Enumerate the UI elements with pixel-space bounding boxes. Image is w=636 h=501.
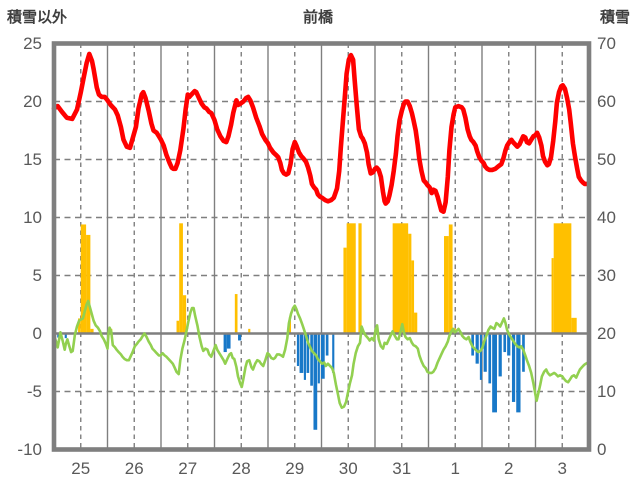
orange-bar <box>551 258 554 334</box>
orange-bar <box>86 234 91 334</box>
x-axis-day-label: 31 <box>392 459 412 478</box>
right-axis-tick-label: 10 <box>597 381 616 401</box>
orange-bar <box>553 223 572 334</box>
orange-bar <box>392 223 409 334</box>
orange-bar <box>444 236 449 334</box>
blue-bar <box>488 333 492 384</box>
blue-bar <box>479 333 482 380</box>
blue-bar <box>511 333 516 402</box>
blue-bar <box>296 333 300 366</box>
blue-bar <box>310 333 313 386</box>
blue-bar <box>483 333 487 372</box>
left-axis-title: 積雪以外 <box>7 9 68 26</box>
blue-bar <box>332 333 335 373</box>
orange-bar <box>90 328 94 334</box>
blue-bar <box>313 333 318 430</box>
blue-bar <box>507 333 511 356</box>
blue-bar <box>238 333 242 341</box>
blue-bar <box>57 333 60 338</box>
orange-bar <box>179 223 183 334</box>
orange-bar <box>80 224 87 334</box>
left-axis-tick-label: -10 <box>17 439 42 459</box>
x-axis-day-label: 27 <box>178 459 198 478</box>
orange-bar <box>234 294 238 334</box>
blue-bar <box>226 333 231 349</box>
right-axis-tick-label: 40 <box>597 207 616 227</box>
orange-bar <box>78 318 81 334</box>
chart-title: 前橋 <box>302 9 334 26</box>
right-axis-tick-label: 70 <box>597 33 616 53</box>
right-axis-tick-label: 20 <box>597 323 616 343</box>
blue-bar <box>64 333 67 339</box>
x-axis-day-label: 2 <box>504 459 514 478</box>
x-axis-day-label: 25 <box>71 459 91 478</box>
orange-bar <box>408 233 412 334</box>
x-axis-day-label: 3 <box>557 459 567 478</box>
orange-bar <box>411 260 415 334</box>
blue-bar <box>223 333 227 353</box>
blue-bar <box>306 333 310 373</box>
orange-bar <box>176 320 180 334</box>
left-axis-tick-label: 20 <box>23 91 42 111</box>
blue-bar <box>492 333 497 413</box>
green-line <box>52 299 590 409</box>
orange-bar <box>448 224 453 334</box>
left-axis-tick-label: 5 <box>32 265 42 285</box>
right-axis-tick-label: 0 <box>597 439 607 459</box>
left-axis-tick-label: 0 <box>32 323 42 343</box>
orange-bar <box>182 295 187 334</box>
left-axis-tick-label: 25 <box>23 33 42 53</box>
orange-bar <box>414 312 418 334</box>
x-axis-day-label: 26 <box>124 459 144 478</box>
blue-bar <box>475 333 479 364</box>
blue-bar <box>498 333 502 377</box>
blue-bar <box>303 333 306 380</box>
orange-bar <box>358 223 362 334</box>
blue-bar <box>320 333 325 379</box>
right-axis-title: 積雪 <box>599 9 630 26</box>
orange-bar <box>248 328 251 334</box>
x-axis-day-label: 30 <box>338 459 358 478</box>
blue-bar <box>325 333 329 356</box>
blue-bar <box>503 333 507 353</box>
orange-bar <box>343 247 347 334</box>
left-axis-tick-label: 15 <box>23 149 42 169</box>
blue-bar <box>299 333 304 373</box>
left-axis-tick-label: -5 <box>26 381 42 401</box>
right-axis-tick-label: 30 <box>597 265 616 285</box>
right-axis-tick-label: 50 <box>597 149 616 169</box>
right-axis-tick-label: 60 <box>597 91 616 111</box>
x-axis-day-label: 28 <box>231 459 251 478</box>
left-axis-tick-label: 10 <box>23 207 42 227</box>
orange-bar <box>571 317 577 334</box>
x-axis-day-label: 1 <box>450 459 460 478</box>
red-line <box>51 51 591 214</box>
blue-bar <box>516 333 521 413</box>
plot-frame <box>51 41 592 452</box>
x-axis-day-label: 29 <box>285 459 305 478</box>
orange-bar <box>346 223 356 334</box>
